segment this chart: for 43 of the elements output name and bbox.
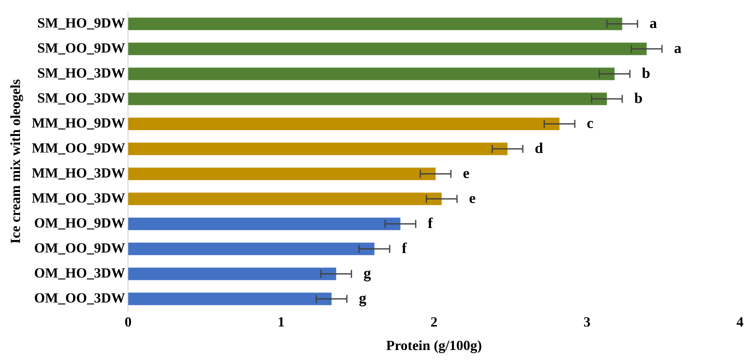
y-tick-label: OM_OO_9DW [34,242,126,257]
bar [128,242,374,256]
data-label: g [358,290,367,307]
y-tick-label: OM_HO_9DW [34,216,126,232]
x-tick-label: 2 [430,315,438,330]
y-tick-label: OM_HO_3DW [34,266,126,282]
data-label: e [462,166,470,182]
data-label: a [674,40,682,57]
y-tick-label: MM_HO_3DW [32,166,126,182]
bar [128,68,615,80]
bar [128,192,442,206]
data-label: f [402,240,408,257]
bar [128,42,647,56]
bar [128,118,560,130]
x-axis-title: Protein (g/100g) [386,339,482,354]
data-label: c [586,116,594,132]
data-label: g [363,266,372,282]
y-tick-label: OM_OO_3DW [34,292,126,307]
y-tick-label: SM_HO_9DW [37,16,126,32]
y-axis-title: Ice cream mix with oleogels [9,78,24,244]
bar [128,268,336,280]
x-tick-label: 1 [278,315,285,330]
data-label: f [428,216,434,232]
y-tick-label: MM_OO_3DW [32,192,126,207]
bar [128,92,607,106]
data-label: e [469,190,476,207]
data-label: b [642,66,650,82]
y-tick-label: MM_HO_9DW [32,116,126,132]
data-label: a [650,16,658,32]
bar [128,142,508,156]
y-tick-label: SM_OO_3DW [37,92,126,107]
data-label: d [534,140,544,157]
x-tick-label: 3 [584,315,591,330]
bar [128,292,332,306]
x-tick-label: 0 [124,315,132,330]
bar [128,18,622,30]
x-tick-label: 4 [736,315,744,330]
data-label: b [634,90,643,107]
y-tick-label: MM_OO_9DW [32,142,126,157]
bar [128,218,400,230]
y-tick-label: SM_OO_9DW [37,42,126,57]
bar [128,168,436,180]
y-tick-label: SM_HO_3DW [37,66,126,82]
